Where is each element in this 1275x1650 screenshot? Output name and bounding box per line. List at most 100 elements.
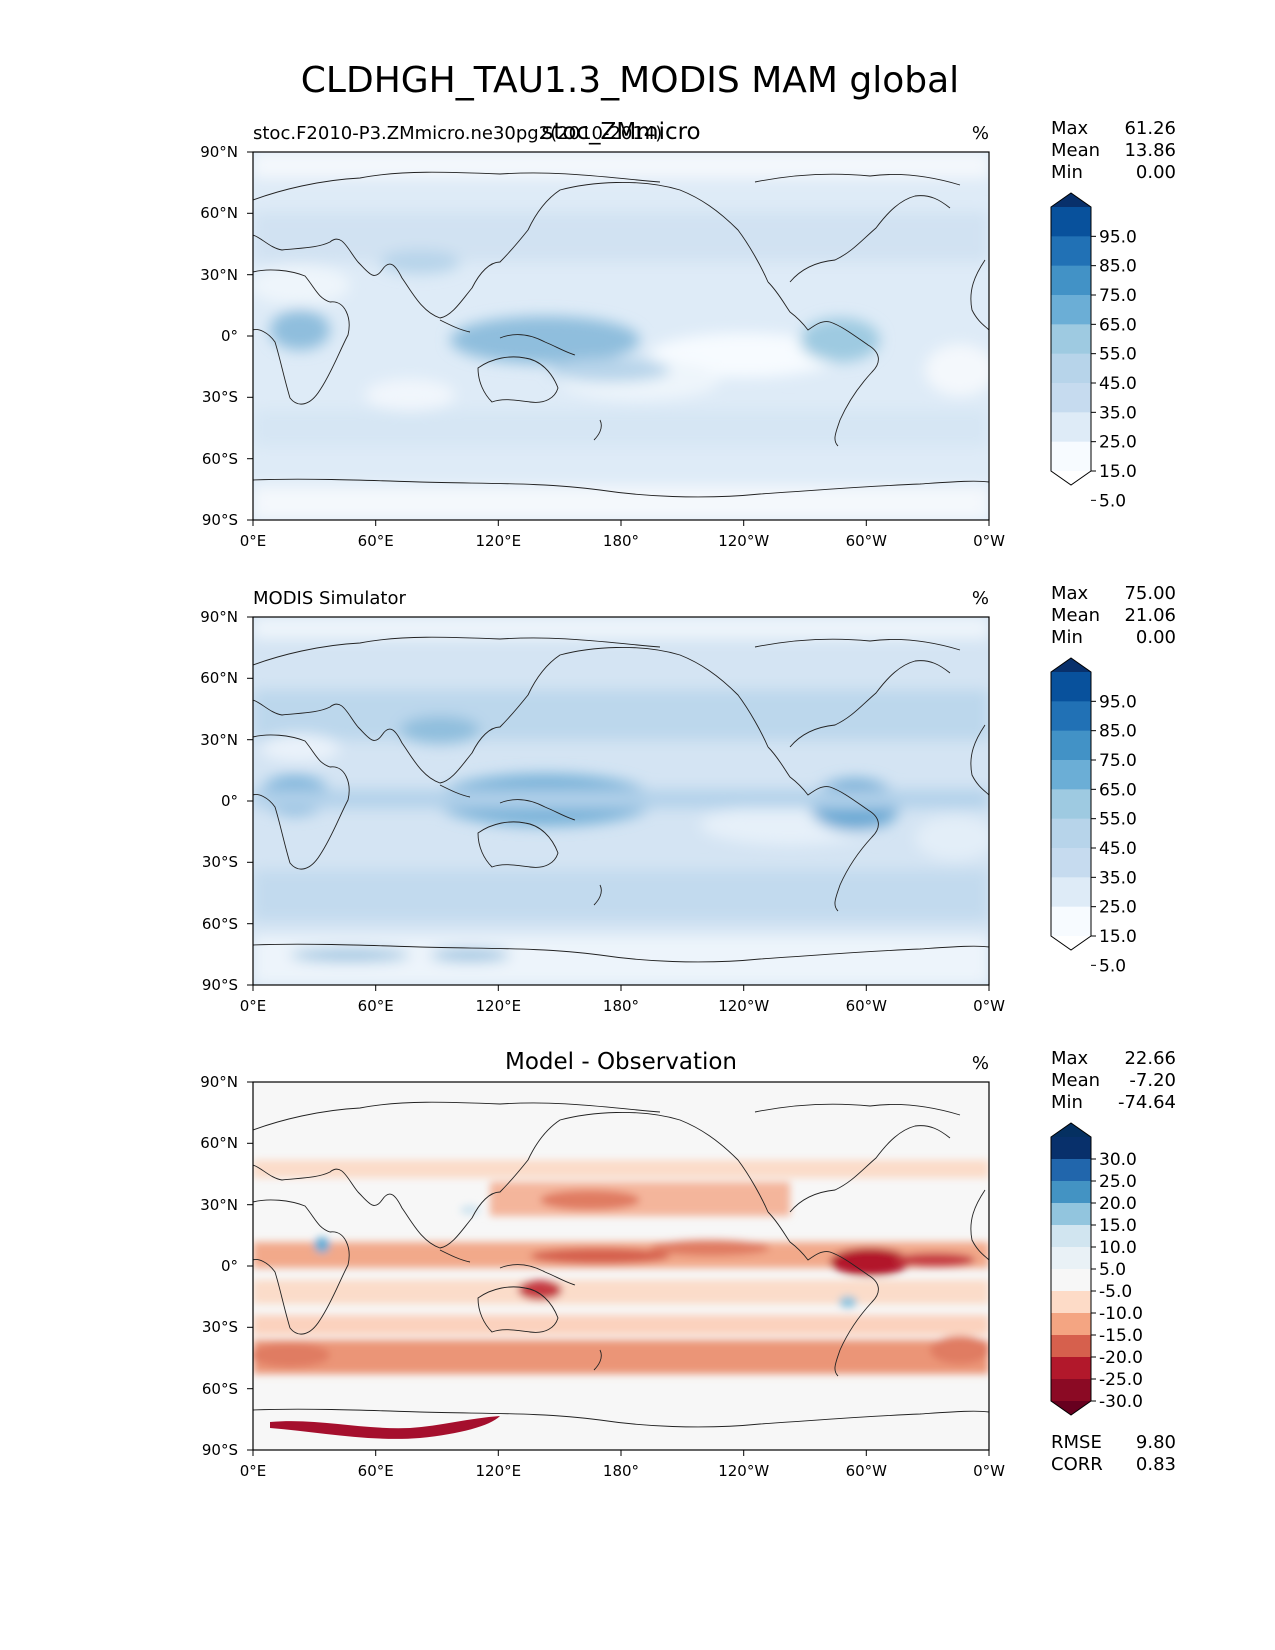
panel-test-left-title: stoc.F2010-P3.ZMmicro.ne30pg2(2010-2014) (253, 123, 662, 144)
panel-reference-units: % (972, 588, 989, 609)
colorbar-segment (1051, 1225, 1091, 1248)
antarctic-peak-2 (430, 949, 510, 961)
polar-band-north (253, 617, 989, 639)
y-tick-label: 60°S (202, 450, 238, 468)
colorbar-extend-min (1051, 471, 1091, 485)
colorbar-tick-label: 10.0 (1099, 1238, 1137, 1258)
panel-test-xticks: 0°E 60°E 120°E 180° 120°W 60°W 0°W (240, 520, 1005, 550)
colorbar-segment (1051, 207, 1091, 237)
colorbar-tick-label: 5.0 (1099, 491, 1126, 511)
maritime-continent-negative (518, 1280, 562, 1300)
southern-ocean-core-1 (253, 1343, 330, 1367)
dry-region-south-atlantic (925, 344, 989, 396)
figure-title: CLDHGH_TAU1.3_MODIS MAM global (301, 60, 959, 101)
stat-min-label: Min (1051, 1092, 1083, 1113)
panel-test-yticks: 90°N 60°N 30°N 0° 30°S 60°S 90°S (200, 143, 253, 529)
stat-max-value: 61.26 (1124, 118, 1176, 139)
y-tick-label: 90°S (202, 976, 238, 994)
colorbar-segment (1051, 760, 1091, 790)
stat-max-label: Max (1051, 583, 1089, 604)
colorbar-tick-label: -5.0 (1099, 1282, 1132, 1302)
africa-positive (314, 1237, 330, 1253)
y-tick-label: 0° (221, 327, 238, 345)
stat-corr-value: 0.83 (1136, 1454, 1176, 1475)
itcz-band (253, 790, 989, 808)
colorbar-segment (1051, 789, 1091, 820)
stat-mean-value: -7.20 (1129, 1070, 1176, 1091)
colorbar-tick-label: 35.0 (1099, 868, 1137, 888)
panel-test-colorbar: 95.0 85.0 75.0 65.0 55.0 45.0 35.0 25.0 15.0 5.0 (1050, 192, 1137, 511)
stat-min-value: 0.00 (1136, 627, 1176, 648)
y-tick-label: 30°S (202, 853, 238, 871)
x-tick-label: 120°E (475, 1462, 521, 1480)
x-tick-label: 60°W (846, 997, 888, 1015)
colorbar-tick-label: 45.0 (1099, 839, 1137, 859)
panel-difference-map (253, 1082, 989, 1450)
panel-difference-colorbar: 30.025.020.015.010.05.0-5.0-10.0-15.0-20… (1050, 1122, 1143, 1416)
colorbar-tick-label: 55.0 (1099, 810, 1137, 830)
stat-corr-label: CORR (1051, 1454, 1103, 1475)
stat-mean-label: Mean (1051, 140, 1100, 161)
convection-amazon (800, 318, 880, 362)
x-tick-label: 120°W (718, 532, 769, 550)
colorbar-segment (1051, 441, 1091, 472)
colorbar-segment (1051, 1137, 1091, 1160)
colorbar-segment (1051, 324, 1091, 355)
stat-max-value: 75.00 (1124, 583, 1176, 604)
stat-min-value: -74.64 (1118, 1092, 1176, 1113)
panel-test-units: % (972, 123, 989, 144)
colorbar-segment (1051, 1335, 1091, 1358)
colorbar-tick-label: -30.0 (1099, 1392, 1143, 1412)
dry-region-east-pacific (650, 333, 840, 377)
antarctic-negative-streak (270, 1416, 500, 1439)
colorbar-segment (1051, 295, 1091, 325)
colorbar-tick-label: -20.0 (1099, 1348, 1143, 1368)
stat-mean-value: 21.06 (1124, 605, 1176, 626)
colorbar-tick-label: 45.0 (1099, 374, 1137, 394)
y-tick-label: 90°S (202, 511, 238, 529)
x-tick-label: 60°E (358, 1462, 394, 1480)
panel-difference-stats: Max 22.66 Mean -7.20 Min -74.64 RMSE 9.8… (1051, 1048, 1176, 1475)
colorbar-tick-label: 20.0 (1099, 1194, 1137, 1214)
panel-reference-map (253, 617, 989, 985)
y-tick-label: 30°N (200, 1196, 238, 1214)
colorbar-extend-max (1051, 658, 1091, 672)
y-tick-label: 30°N (200, 266, 238, 284)
panel-reference-yticks: 90°N 60°N 30°N 0° 30°S 60°S 90°S (200, 608, 253, 994)
coastlines (253, 171, 989, 498)
colorbar-segment (1051, 353, 1091, 384)
colorbar-tick-label: -10.0 (1099, 1304, 1143, 1324)
colorbar-extend-min (1051, 1401, 1091, 1415)
panel-reference: MODIS Simulator % (200, 583, 1176, 1015)
y-tick-label: 0° (221, 1257, 238, 1275)
x-tick-label: 60°W (846, 532, 888, 550)
y-tick-label: 90°S (202, 1441, 238, 1459)
panel-difference-center-title: Model - Observation (505, 1049, 737, 1075)
dry-region-south-atlantic (915, 816, 989, 860)
colorbar-tick-label: 85.0 (1099, 722, 1137, 742)
colorbar-segment (1051, 265, 1091, 296)
colorbar-tick-label: 25.0 (1099, 1172, 1137, 1192)
x-tick-label: 120°E (475, 532, 521, 550)
north-pacific-negative (490, 1182, 790, 1216)
x-tick-label: 180° (603, 997, 639, 1015)
dry-region-indian-ocean (365, 379, 455, 411)
colorbar-tick-label: 25.0 (1099, 433, 1137, 453)
north-band-light (253, 1160, 989, 1178)
stat-max-label: Max (1051, 1048, 1089, 1069)
colorbar-tick-label: 65.0 (1099, 315, 1137, 335)
dry-region-sahara (253, 265, 350, 305)
panel-test-stats: Max 61.26 Mean 13.86 Min 0.00 (1051, 118, 1176, 183)
x-tick-label: 60°W (846, 1462, 888, 1480)
colorbar-segment (1051, 1379, 1091, 1402)
colorbar-segment (1051, 1247, 1091, 1270)
convection-africa (270, 310, 330, 350)
colorbar-extend-min (1051, 936, 1091, 950)
colorbar-tick-label: 65.0 (1099, 780, 1137, 800)
y-tick-label: 60°S (202, 1380, 238, 1398)
panel-difference-yticks: 90°N 60°N 30°N 0° 30°S 60°S 90°S (200, 1073, 253, 1459)
southern-ocean-core-2 (930, 1336, 989, 1364)
colorbar-segment (1051, 1357, 1091, 1380)
colorbar-segment (1051, 906, 1091, 937)
